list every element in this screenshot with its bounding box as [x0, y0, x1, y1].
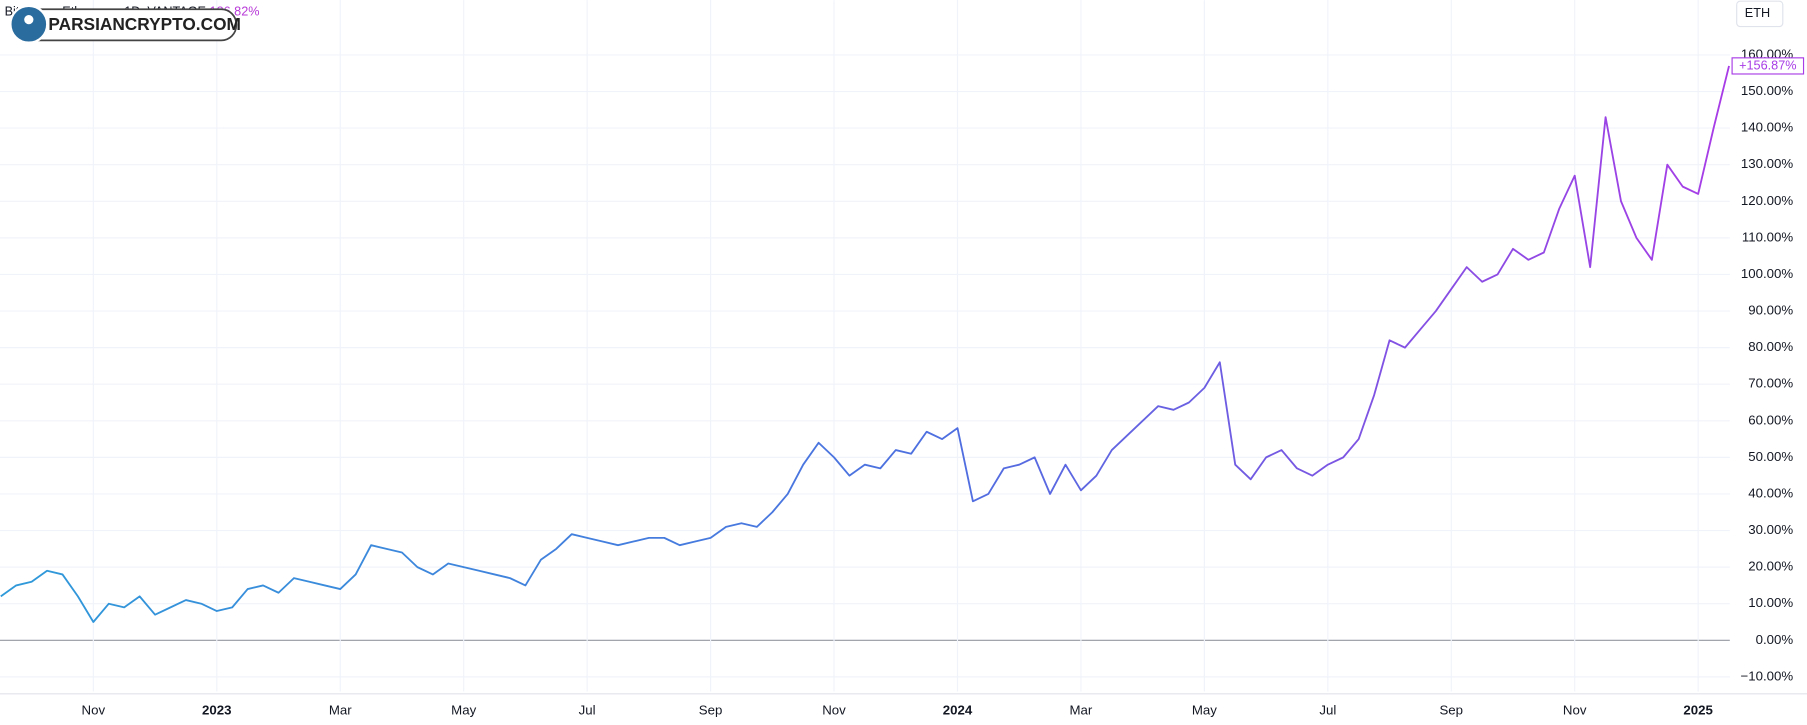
y-tick-label: 130.00%	[1741, 156, 1794, 171]
line-series	[0, 65, 1730, 623]
y-tick-label: 0.00%	[1756, 632, 1794, 647]
symbol-button[interactable]	[1736, 0, 1784, 28]
x-tick-label: Nov	[822, 703, 846, 718]
x-tick-label: Nov	[82, 703, 106, 718]
y-tick-label: 120.00%	[1741, 193, 1794, 208]
price-label: +156.87%	[1739, 58, 1796, 72]
x-tick-label: Jul	[579, 703, 596, 718]
y-tick-label: 10.00%	[1748, 595, 1793, 610]
x-tick-label: Sep	[699, 703, 723, 718]
x-tick-label: 2024	[943, 703, 973, 718]
x-tick-label: Sep	[1439, 703, 1463, 718]
x-tick-label: Mar	[329, 703, 352, 718]
y-tick-label: 80.00%	[1748, 339, 1793, 354]
y-tick-label: 70.00%	[1748, 376, 1793, 391]
x-tick-label: 2023	[202, 703, 231, 718]
y-tick-label: −10.00%	[1740, 668, 1793, 683]
x-tick-label: Nov	[1563, 703, 1587, 718]
x-tick-label: Mar	[1070, 703, 1093, 718]
y-tick-label: 100.00%	[1741, 266, 1794, 281]
y-tick-label: 60.00%	[1748, 412, 1793, 427]
x-tick-label: 2025	[1683, 703, 1712, 718]
x-tick-label: May	[451, 703, 476, 718]
y-tick-label: 40.00%	[1748, 485, 1793, 500]
y-tick-label: 50.00%	[1748, 449, 1793, 464]
watermark-text: PARSIANCRYPTO.COM	[48, 14, 241, 34]
y-tick-label: 20.00%	[1748, 559, 1793, 574]
y-tick-label: 30.00%	[1748, 522, 1793, 537]
y-tick-label: 90.00%	[1748, 303, 1793, 318]
x-tick-label: Jul	[1319, 703, 1336, 718]
y-tick-label: 110.00%	[1742, 229, 1794, 244]
watermark: PARSIANCRYPTO.COM	[9, 4, 241, 44]
symbol-button-label[interactable]: ETH	[1745, 6, 1770, 20]
watermark-logo-dot	[24, 15, 34, 25]
price-label-box	[1731, 57, 1805, 75]
x-tick-label: May	[1192, 703, 1217, 718]
y-tick-label: 140.00%	[1741, 120, 1794, 135]
y-tick-label: 150.00%	[1741, 83, 1794, 98]
